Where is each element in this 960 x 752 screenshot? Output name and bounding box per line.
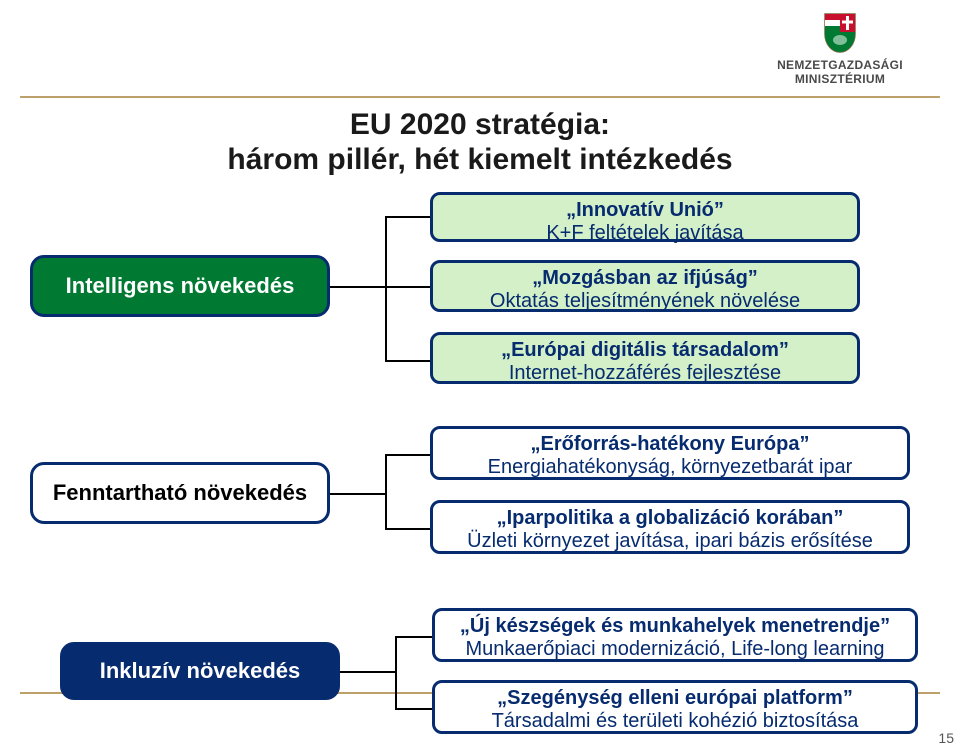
initiative-sustainable-0: „Erőforrás-hatékony Európa”Energiahatéko…: [430, 426, 910, 480]
title-line2: három pillér, hét kiemelt intézkedés: [0, 143, 960, 178]
initiative-title: „Új készségek és munkahelyek menetrendje…: [443, 615, 907, 638]
divider-top: [20, 96, 940, 98]
crest-icon: [823, 10, 857, 54]
connector-horizontal: [395, 708, 432, 710]
initiative-title: „Európai digitális társadalom”: [441, 339, 849, 362]
logo-text-line1: NEMZETGAZDASÁGI: [760, 58, 920, 72]
initiative-inclusive-1: „Szegénység elleni európai platform”Társ…: [432, 680, 918, 734]
initiative-subtitle: K+F feltételek javítása: [441, 222, 849, 245]
connector-horizontal: [385, 360, 430, 362]
connector-horizontal: [330, 493, 385, 495]
initiative-subtitle: Energiahatékonyság, környezetbarát ipar: [441, 456, 899, 479]
initiative-inclusive-0: „Új készségek és munkahelyek menetrendje…: [432, 608, 918, 662]
initiative-subtitle: Oktatás teljesítményének növelése: [441, 290, 849, 313]
page-number: 15: [938, 730, 954, 746]
initiative-title: „Mozgásban az ifjúság”: [441, 267, 849, 290]
pillar-inclusive: Inkluzív növekedés: [60, 642, 340, 700]
initiative-subtitle: Társadalmi és területi kohézió biztosítá…: [443, 710, 907, 733]
initiative-subtitle: Internet-hozzáférés fejlesztése: [441, 362, 849, 385]
connector-horizontal: [395, 636, 432, 638]
initiative-subtitle: Üzleti környezet javítása, ipari bázis e…: [441, 530, 899, 553]
connector-horizontal: [385, 216, 430, 218]
logo-text-line2: MINISZTÉRIUM: [760, 72, 920, 86]
initiative-title: „Szegénység elleni európai platform”: [443, 687, 907, 710]
connector-horizontal: [340, 671, 395, 673]
initiative-intelligent-2: „Európai digitális társadalom”Internet-h…: [430, 332, 860, 384]
connector-vertical: [385, 454, 387, 530]
pillar-sustainable: Fenntartható növekedés: [30, 462, 330, 524]
pillar-intelligent: Intelligens növekedés: [30, 255, 330, 317]
connector-horizontal: [385, 528, 430, 530]
initiative-subtitle: Munkaerőpiaci modernizáció, Life-long le…: [443, 638, 907, 661]
connector-horizontal: [330, 286, 385, 288]
slide-title: EU 2020 stratégia: három pillér, hét kie…: [0, 108, 960, 177]
initiative-title: „Erőforrás-hatékony Európa”: [441, 433, 899, 456]
connector-vertical: [395, 636, 397, 710]
initiative-title: „Iparpolitika a globalizáció korában”: [441, 507, 899, 530]
initiative-sustainable-1: „Iparpolitika a globalizáció korában”Üzl…: [430, 500, 910, 554]
title-line1: EU 2020 stratégia:: [0, 108, 960, 143]
initiative-intelligent-0: „Innovatív Unió”K+F feltételek javítása: [430, 192, 860, 242]
ministry-logo: NEMZETGAZDASÁGI MINISZTÉRIUM: [760, 10, 920, 87]
initiative-title: „Innovatív Unió”: [441, 199, 849, 222]
connector-horizontal: [385, 286, 430, 288]
connector-horizontal: [385, 454, 430, 456]
connector-vertical: [385, 216, 387, 362]
initiative-intelligent-1: „Mozgásban az ifjúság”Oktatás teljesítmé…: [430, 260, 860, 312]
